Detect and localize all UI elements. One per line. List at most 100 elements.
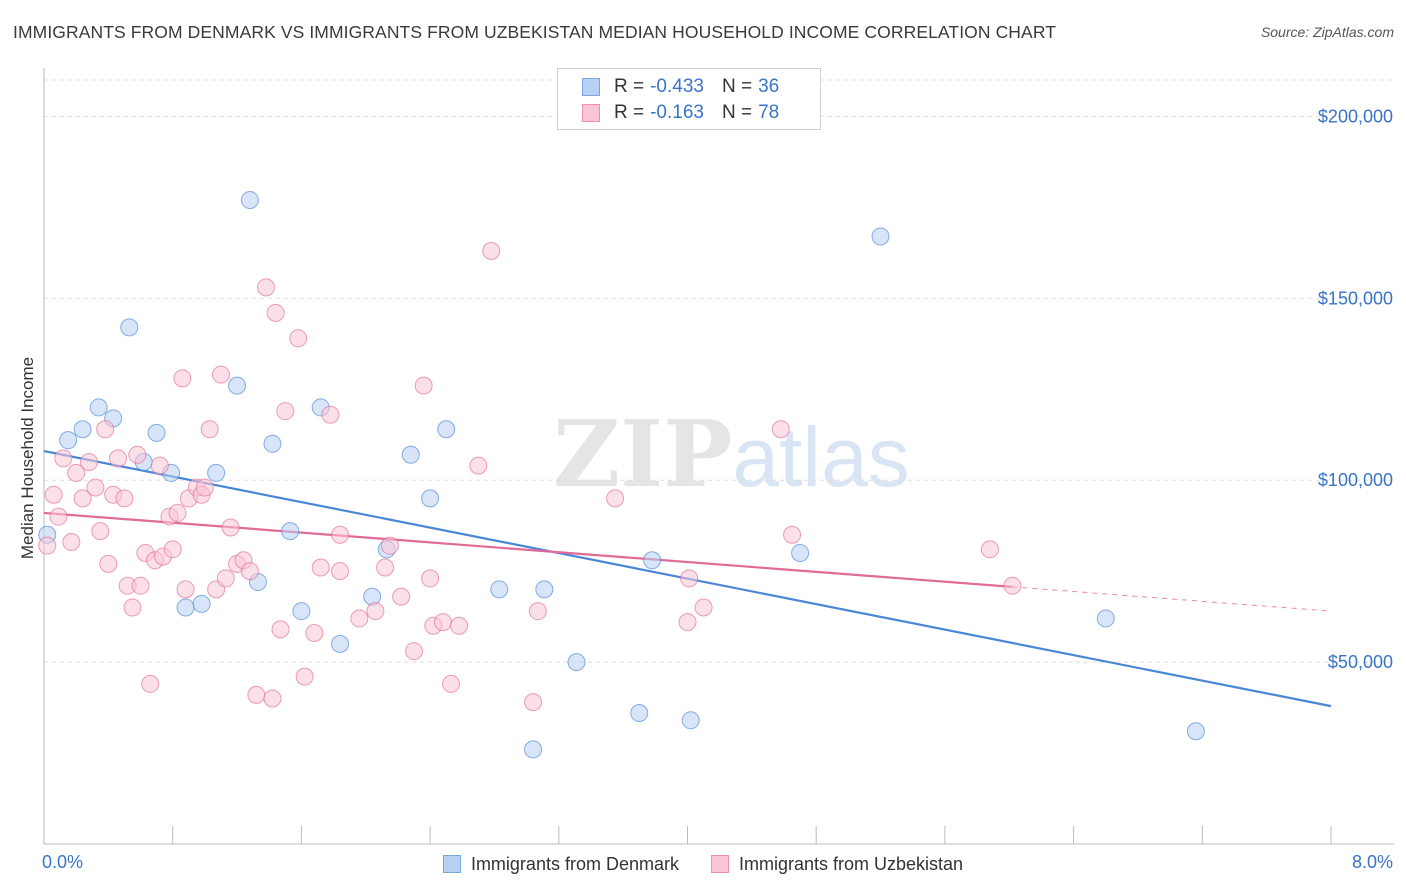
point-uzbekistan [392,587,411,606]
r-label: R = [614,102,645,123]
point-denmark [240,191,259,210]
n-label: N = [721,102,753,123]
point-uzbekistan [528,602,547,621]
point-denmark [871,227,890,246]
point-denmark [59,431,78,450]
point-denmark [401,445,420,464]
point-uzbekistan [366,602,385,621]
point-denmark [363,587,382,606]
point-uzbekistan [376,558,395,577]
legend-item-denmark[interactable]: Immigrants from Denmark [442,854,679,875]
point-uzbekistan [405,642,424,661]
point-denmark [176,598,195,617]
point-uzbekistan [350,609,369,628]
point-uzbekistan [200,420,219,439]
y-tick-label: $50,000 [1328,652,1393,672]
point-denmark [1186,722,1205,741]
source-credit: Source: ZipAtlas.com [1260,24,1394,40]
legend-swatch-uzbekistan [710,855,729,873]
r-value: -0.433 [650,76,704,97]
point-uzbekistan [221,518,240,537]
trend-extension-uzbekistan [1012,586,1332,612]
point-uzbekistan [1003,576,1022,595]
point-uzbekistan [240,562,259,581]
point-uzbekistan [289,329,308,348]
point-uzbekistan [331,562,350,581]
legend-stat-row-denmark: R = -0.433 N = 36 [582,75,797,99]
point-uzbekistan [433,613,452,632]
legend-swatch-denmark [442,855,461,873]
point-uzbekistan [247,685,266,704]
data-points [38,191,1205,759]
point-denmark [437,420,456,439]
point-uzbekistan [442,674,461,693]
x-tick-label-min: 0.0% [42,852,83,872]
point-uzbekistan [131,576,150,595]
point-uzbekistan [80,453,99,471]
point-denmark [73,420,92,439]
point-uzbekistan [168,503,187,522]
point-uzbekistan [49,507,68,526]
point-denmark [567,653,586,672]
point-uzbekistan [305,623,324,642]
point-uzbekistan [96,420,115,439]
point-uzbekistan [67,463,86,482]
point-uzbekistan [414,376,433,395]
point-uzbekistan [266,303,285,322]
n-value: 78 [758,102,780,123]
r-label: R = [614,76,645,97]
series-legend: Immigrants from Denmark Immigrants from … [0,852,1406,876]
point-denmark [421,489,440,508]
axes [43,68,1394,845]
point-uzbekistan [123,598,142,617]
y-tick-label: $200,000 [1318,106,1393,126]
point-uzbekistan [469,456,488,475]
point-uzbekistan [680,569,699,588]
y-tick-label: $150,000 [1318,288,1393,308]
point-uzbekistan [91,522,110,541]
point-uzbekistan [783,525,802,544]
chart-title: IMMIGRANTS FROM DENMARK VS IMMIGRANTS FR… [13,22,1057,42]
point-denmark [524,740,543,759]
y-tick-label: $100,000 [1318,470,1393,490]
point-uzbekistan [271,620,290,639]
point-uzbekistan [211,365,230,384]
point-uzbekistan [195,478,214,497]
point-uzbekistan [173,369,192,388]
trend-line-uzbekistan [43,511,1013,588]
point-denmark [228,376,247,395]
r-value: -0.163 [650,102,704,123]
point-uzbekistan [73,489,92,508]
legend-item-uzbekistan[interactable]: Immigrants from Uzbekistan [710,853,964,875]
tick-labels: $50,000 $100,000 $150,000 $200,000 0.0% 8.0% [42,106,1393,872]
point-uzbekistan [128,445,147,464]
point-uzbekistan [295,667,314,686]
x-tick-label-max: 8.0% [1352,852,1393,872]
point-denmark [630,704,649,723]
point-uzbekistan [216,569,235,588]
point-uzbekistan [321,405,340,424]
point-uzbekistan [980,540,999,559]
point-denmark [207,463,226,482]
y-axis-label: Median Household Income [18,356,37,560]
point-uzbekistan [331,525,350,544]
point-denmark [263,434,282,453]
point-denmark [292,602,311,621]
point-denmark [89,398,108,417]
point-denmark [535,580,554,599]
point-uzbekistan [678,613,697,632]
point-denmark [147,423,166,442]
point-uzbekistan [109,449,128,468]
point-uzbekistan [257,278,276,297]
point-uzbekistan [263,689,282,708]
point-uzbekistan [163,540,182,559]
point-uzbekistan [421,569,440,588]
point-denmark [490,580,509,599]
legend-label-uzbekistan: Immigrants from Uzbekistan [738,853,964,874]
point-uzbekistan [311,558,330,577]
n-label: N = [721,76,753,97]
point-uzbekistan [606,489,625,508]
point-uzbekistan [115,489,134,508]
point-uzbekistan [44,485,63,504]
